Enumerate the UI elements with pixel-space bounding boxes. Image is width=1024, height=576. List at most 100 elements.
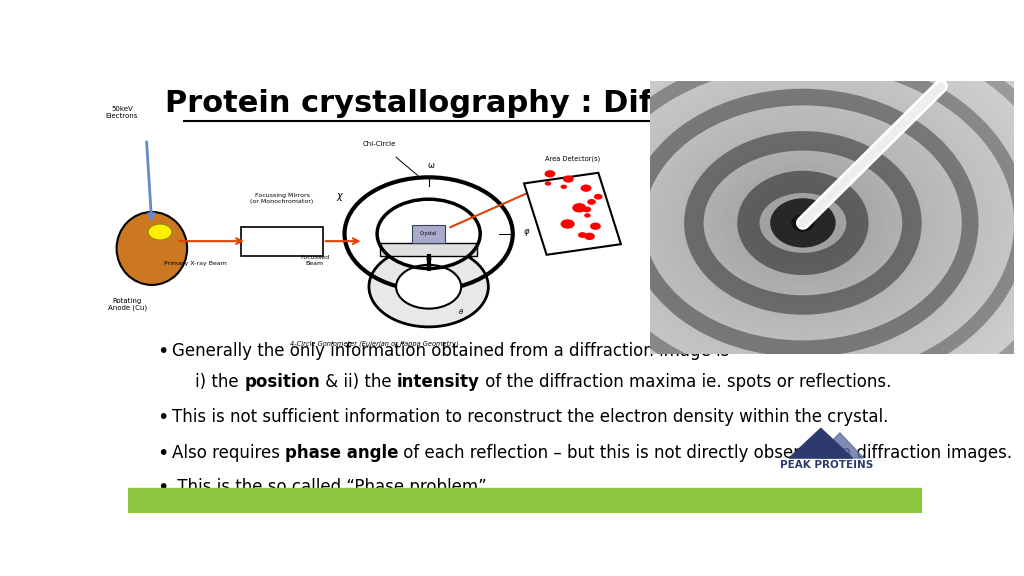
Text: position: position — [245, 373, 321, 391]
Text: of each reflection – but this is not directly observed in diffraction images.: of each reflection – but this is not dir… — [398, 444, 1013, 462]
Circle shape — [650, 108, 956, 338]
Circle shape — [596, 67, 1010, 378]
Text: Generally the only information obtained from a diffraction image is: Generally the only information obtained … — [172, 342, 729, 360]
Text: & ii) the: & ii) the — [321, 373, 397, 391]
Circle shape — [369, 247, 488, 327]
Circle shape — [507, 0, 1024, 446]
Circle shape — [471, 0, 1024, 473]
Text: 50keV
Electrons: 50keV Electrons — [105, 106, 138, 119]
Bar — [413, 225, 445, 243]
Circle shape — [614, 81, 992, 365]
Circle shape — [578, 232, 587, 238]
Circle shape — [638, 98, 968, 347]
Text: •: • — [158, 408, 169, 427]
Text: PEAK PROTEINS: PEAK PROTEINS — [779, 460, 873, 471]
Text: of the diffraction maxima ie. spots or reflections.: of the diffraction maxima ie. spots or r… — [480, 373, 891, 391]
Circle shape — [587, 199, 596, 205]
Circle shape — [632, 94, 974, 351]
Circle shape — [602, 72, 1004, 374]
Circle shape — [482, 0, 1024, 464]
Circle shape — [476, 0, 1024, 468]
Text: ω: ω — [428, 161, 435, 170]
Polygon shape — [816, 433, 863, 458]
Circle shape — [590, 63, 1016, 383]
Circle shape — [781, 207, 824, 239]
Circle shape — [745, 180, 860, 266]
Circle shape — [733, 170, 872, 275]
Circle shape — [787, 211, 818, 234]
Text: Area Detector(s): Area Detector(s) — [545, 156, 600, 162]
Text: θ: θ — [459, 309, 463, 315]
Circle shape — [572, 203, 587, 213]
Text: i) the: i) the — [196, 373, 245, 391]
Text: Chi-Circle: Chi-Circle — [364, 141, 396, 147]
Text: Focussed
Beam: Focussed Beam — [300, 255, 330, 266]
Circle shape — [728, 166, 879, 279]
Text: ω: ω — [426, 256, 431, 262]
Circle shape — [584, 233, 595, 240]
Circle shape — [465, 0, 1024, 478]
Circle shape — [608, 76, 997, 370]
Circle shape — [752, 184, 854, 262]
Circle shape — [584, 58, 1022, 388]
Text: •: • — [158, 478, 169, 497]
Text: This is the so called “Phase problem”.: This is the so called “Phase problem”. — [172, 478, 492, 496]
Text: Rotating
Anode (Cu): Rotating Anode (Cu) — [108, 298, 147, 311]
Circle shape — [518, 9, 1024, 437]
Circle shape — [710, 153, 896, 293]
Circle shape — [583, 206, 591, 213]
Text: •: • — [158, 342, 169, 361]
Circle shape — [560, 40, 1024, 406]
Circle shape — [554, 36, 1024, 410]
Circle shape — [501, 0, 1024, 450]
Circle shape — [488, 0, 1024, 460]
Circle shape — [579, 54, 1024, 392]
Circle shape — [446, 0, 1024, 491]
Circle shape — [581, 184, 592, 192]
Text: Focussing Mirrors
(or Monochromator): Focussing Mirrors (or Monochromator) — [251, 193, 313, 204]
Circle shape — [792, 214, 814, 232]
Circle shape — [758, 189, 849, 257]
Text: Also requires: Also requires — [172, 444, 285, 462]
Circle shape — [697, 143, 908, 302]
Circle shape — [590, 222, 601, 230]
Text: 4-Circle Goniometer (Eulerian or Kappa Geometry): 4-Circle Goniometer (Eulerian or Kappa G… — [290, 340, 459, 347]
Circle shape — [563, 176, 573, 183]
Circle shape — [722, 162, 885, 284]
Text: χ: χ — [336, 191, 342, 201]
Circle shape — [378, 200, 479, 268]
Text: This is not sufficient information to reconstruct the electron density within th: This is not sufficient information to re… — [172, 408, 888, 426]
Text: Primary X-ray Beam: Primary X-ray Beam — [164, 261, 226, 266]
Circle shape — [560, 219, 574, 229]
Circle shape — [703, 148, 902, 298]
Circle shape — [530, 18, 1024, 428]
Circle shape — [560, 184, 567, 189]
Circle shape — [512, 4, 1024, 442]
Circle shape — [668, 121, 938, 325]
Circle shape — [775, 202, 830, 244]
Text: phase angle: phase angle — [285, 444, 398, 462]
Circle shape — [674, 126, 932, 320]
Bar — [242, 226, 323, 256]
Circle shape — [148, 224, 172, 240]
Polygon shape — [524, 173, 621, 255]
Polygon shape — [790, 429, 853, 458]
Circle shape — [739, 175, 866, 271]
Bar — [128, 488, 922, 513]
Circle shape — [453, 0, 1024, 487]
Circle shape — [800, 220, 807, 226]
Circle shape — [548, 31, 1024, 415]
Circle shape — [626, 90, 980, 356]
Circle shape — [794, 215, 812, 230]
Circle shape — [764, 193, 843, 253]
Circle shape — [584, 213, 591, 218]
Circle shape — [459, 0, 1024, 482]
Circle shape — [769, 198, 837, 248]
Text: intensity: intensity — [397, 373, 480, 391]
Circle shape — [545, 170, 555, 177]
Circle shape — [620, 85, 986, 361]
Circle shape — [537, 22, 1024, 423]
Circle shape — [594, 194, 602, 200]
Circle shape — [680, 130, 926, 316]
Ellipse shape — [117, 212, 187, 285]
